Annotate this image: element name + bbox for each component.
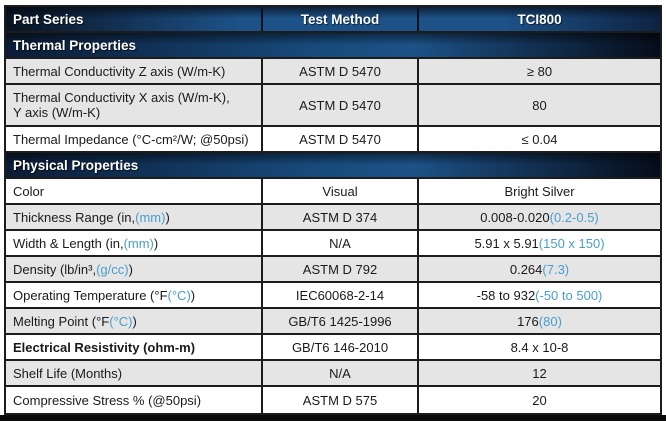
property-value: 80	[532, 97, 547, 113]
property-label: Color	[6, 179, 263, 203]
property-label: Density (lb/in³, (g/cc))	[6, 257, 263, 281]
property-label: Melting Point (°F (°C))	[6, 309, 263, 333]
property-label: Operating Temperature (°F (°C))	[6, 283, 263, 307]
test-method: ASTM D 5470	[263, 59, 419, 83]
table-row: Thermal Impedance (°C-cm²/W; @50psi) AST…	[6, 127, 660, 153]
test-method: ASTM D 374	[263, 205, 419, 229]
property-value: 176 (80)	[517, 313, 562, 329]
table-row: Color Visual Bright Silver	[6, 179, 660, 205]
header-test-method: Test Method	[263, 7, 419, 31]
property-label: Thermal Conductivity Z axis (W/m-K)	[6, 59, 263, 83]
table-row: Compressive Stress % (@50psi) ASTM D 575…	[6, 387, 660, 413]
test-method: ASTM D 792	[263, 257, 419, 281]
property-value: 8.4 x 10-8	[510, 339, 569, 355]
table-row: Thermal Conductivity X axis (W/m-K), Y a…	[6, 85, 660, 127]
property-label: Thermal Impedance (°C-cm²/W; @50psi)	[6, 127, 263, 151]
property-label: Thermal Conductivity X axis (W/m-K), Y a…	[6, 85, 263, 125]
property-value: -58 to 932 (-50 to 500)	[476, 287, 603, 303]
property-label: Width & Length (in, (mm))	[6, 231, 263, 255]
property-label: Shelf Life (Months)	[6, 361, 263, 385]
property-label: Electrical Resistivity (ohm-m)	[6, 335, 263, 359]
table-row: Width & Length (in, (mm)) N/A 5.91 x 5.9…	[6, 231, 660, 257]
table-row: Melting Point (°F (°C)) GB/T6 1425-1996 …	[6, 309, 660, 335]
header-product-tci800: TCI800	[517, 11, 562, 27]
test-method: GB/T6 1425-1996	[263, 309, 419, 333]
property-value: ≥ 80	[526, 63, 553, 79]
product-spec-table: Part Series Test Method TCI800 Thermal P…	[4, 5, 662, 415]
property-value: 12	[532, 365, 547, 381]
property-value: 0.008-0.020 (0.2-0.5)	[480, 209, 599, 225]
section-thermal-properties: Thermal Properties	[6, 33, 660, 59]
test-method: ASTM D 5470	[263, 85, 419, 125]
table-row: Electrical Resistivity (ohm-m) GB/T6 146…	[6, 335, 660, 361]
property-value: 0.264 (7.3)	[509, 261, 570, 277]
test-method: GB/T6 146-2010	[263, 335, 419, 359]
bottom-divider-bar	[0, 415, 666, 421]
property-value: Bright Silver	[504, 183, 575, 199]
table-row: Thermal Conductivity Z axis (W/m-K) ASTM…	[6, 59, 660, 85]
table-row: Operating Temperature (°F (°C)) IEC60068…	[6, 283, 660, 309]
property-value: 20	[532, 392, 547, 408]
property-label: Compressive Stress % (@50psi)	[6, 387, 263, 413]
test-method: ASTM D 575	[263, 387, 419, 413]
header-part-series: Part Series	[6, 7, 263, 31]
table-row: Density (lb/in³, (g/cc)) ASTM D 792 0.26…	[6, 257, 660, 283]
property-value: 5.91 x 5.91 (150 x 150)	[474, 235, 605, 251]
test-method: Visual	[263, 179, 419, 203]
property-label: Thickness Range (in, (mm))	[6, 205, 263, 229]
table-header-row: Part Series Test Method TCI800	[6, 7, 660, 33]
property-value: ≤ 0.04	[521, 131, 558, 147]
test-method: N/A	[263, 231, 419, 255]
test-method: ASTM D 5470	[263, 127, 419, 151]
table-row: Thickness Range (in, (mm)) ASTM D 374 0.…	[6, 205, 660, 231]
section-physical-properties: Physical Properties	[6, 153, 660, 179]
test-method: IEC60068-2-14	[263, 283, 419, 307]
table-row: Shelf Life (Months) N/A 12	[6, 361, 660, 387]
test-method: N/A	[263, 361, 419, 385]
